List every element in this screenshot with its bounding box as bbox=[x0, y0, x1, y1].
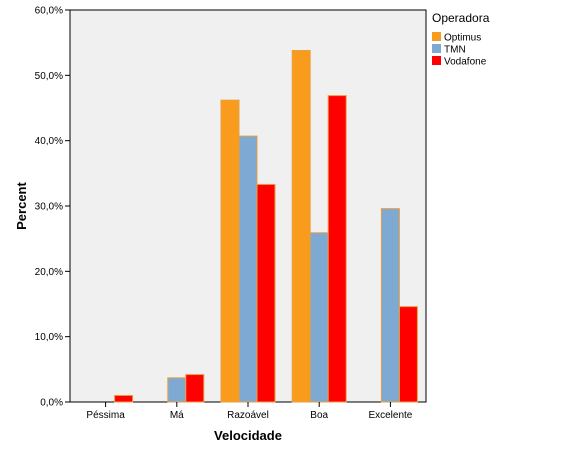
y-tick-label: 60,0% bbox=[35, 6, 63, 17]
bar-tmn-4 bbox=[380, 208, 400, 403]
bar-vodafone-0 bbox=[114, 394, 134, 403]
bar-vodafone-3 bbox=[327, 95, 347, 403]
x-axis: Péssima Má Razoável Boa Excelente bbox=[86, 402, 413, 421]
y-tick-label: 40,0% bbox=[35, 136, 63, 147]
x-tick-label: Excelente bbox=[368, 410, 412, 421]
legend-title: Operadora bbox=[432, 11, 490, 25]
legend-swatch-vodafone bbox=[432, 56, 441, 65]
bar-optimus-2 bbox=[220, 99, 240, 403]
bar-tmn-2 bbox=[238, 135, 258, 403]
x-tick-label: Má bbox=[170, 410, 184, 421]
y-tick-label: 20,0% bbox=[35, 267, 63, 278]
y-tick-label: 50,0% bbox=[35, 71, 63, 82]
y-tick-label: 0,0% bbox=[40, 398, 63, 409]
bar-tmn-3 bbox=[309, 232, 329, 403]
bar-optimus-3 bbox=[291, 50, 311, 403]
legend-swatch-optimus bbox=[432, 32, 441, 41]
y-tick-label: 10,0% bbox=[35, 332, 63, 343]
y-axis: 0,0% 10,0% 20,0% 30,0% 40,0% 50,0% 60,0% bbox=[35, 6, 70, 409]
legend-label-tmn: TMN bbox=[444, 45, 466, 56]
legend-label-optimus: Optimus bbox=[444, 33, 481, 44]
bar-tmn-1 bbox=[167, 377, 187, 403]
bar-vodafone-4 bbox=[398, 306, 418, 403]
x-tick-label: Boa bbox=[310, 410, 328, 421]
bar-vodafone-1 bbox=[185, 374, 205, 403]
legend-swatch-tmn bbox=[432, 44, 441, 53]
bar-vodafone-2 bbox=[256, 183, 276, 403]
x-tick-label: Razoável bbox=[227, 410, 269, 421]
y-tick-label: 30,0% bbox=[35, 202, 63, 213]
x-axis-title: Velocidade bbox=[214, 428, 282, 443]
bars-group bbox=[114, 50, 418, 403]
legend-label-vodafone: Vodafone bbox=[444, 57, 487, 68]
x-tick-label: Péssima bbox=[86, 410, 125, 421]
y-axis-title: Percent bbox=[14, 181, 29, 229]
